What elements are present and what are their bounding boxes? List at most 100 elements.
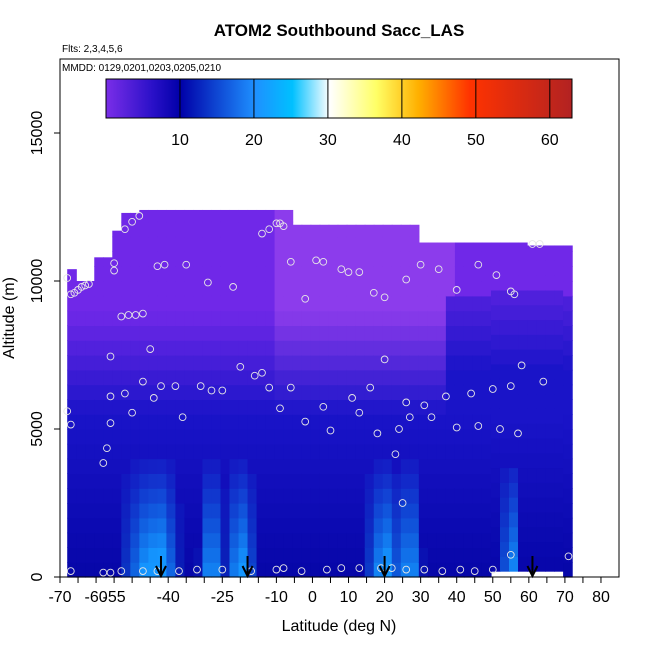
heat-cell: [509, 304, 519, 321]
heat-cell: [337, 503, 348, 519]
heat-cell: [400, 266, 411, 282]
heat-cell: [310, 458, 321, 474]
sample-point: [373, 429, 382, 438]
heat-cell: [247, 443, 258, 460]
heat-cell: [166, 369, 177, 386]
heat-cell: [373, 281, 384, 297]
heat-cell: [184, 517, 195, 534]
sample-point: [535, 240, 544, 248]
heat-cell: [328, 547, 339, 563]
heat-cell: [509, 467, 519, 483]
heat-cell: [229, 281, 240, 297]
heat-cell: [184, 251, 195, 267]
heat-cell: [481, 547, 492, 563]
heat-cell: [157, 399, 167, 415]
heat-cell: [103, 488, 113, 504]
sample-point: [63, 274, 72, 282]
heat-cell: [301, 517, 312, 534]
heat-cell: [247, 399, 258, 415]
sample-point: [103, 444, 111, 453]
heat-cell: [229, 209, 240, 223]
sample-point: [286, 383, 295, 392]
heat-cell: [536, 452, 546, 469]
heat-cell: [445, 242, 456, 252]
heat-cell: [229, 340, 240, 356]
heat-cell: [563, 266, 573, 282]
heat-cell: [346, 547, 357, 563]
sample-point: [297, 567, 306, 575]
sample-point: [149, 394, 158, 402]
heat-cell: [328, 488, 339, 504]
sample-point: [276, 404, 284, 413]
heat-cell: [373, 266, 384, 282]
sample-point: [178, 413, 187, 422]
heat-cell: [463, 281, 474, 297]
heat-cell: [283, 325, 294, 341]
heat-cell: [265, 517, 276, 534]
heat-cell: [545, 363, 555, 380]
x-tick-label: -10: [265, 589, 288, 606]
heat-cell: [337, 266, 348, 282]
heat-cell: [211, 458, 222, 474]
sample-point: [456, 565, 465, 574]
heat-cell: [292, 340, 303, 356]
heat-cell: [202, 532, 213, 548]
heat-cell: [130, 355, 140, 371]
sample-point: [229, 283, 237, 291]
heat-cell: [148, 443, 158, 460]
heat-cell: [112, 503, 122, 519]
sample-point: [337, 265, 346, 274]
heat-cell: [310, 251, 321, 267]
heat-cell: [436, 429, 447, 445]
heat-cell: [400, 384, 411, 400]
heat-cell: [184, 310, 195, 326]
heat-cell: [418, 369, 429, 386]
heat-cell: [436, 443, 447, 460]
heat-cell: [373, 251, 384, 267]
heat-cell: [499, 526, 510, 543]
heat-cell: [301, 224, 312, 238]
heat-cell: [346, 340, 357, 356]
heat-cell: [148, 384, 158, 400]
heat-cell: [229, 503, 240, 519]
heat-cell: [139, 209, 149, 223]
heat-cell: [112, 562, 122, 578]
heat-cell: [67, 369, 77, 386]
heat-cell: [427, 310, 438, 326]
sample-point: [438, 567, 447, 575]
heat-cell: [202, 221, 213, 238]
heat-cell: [328, 473, 339, 489]
sample-point: [182, 260, 191, 269]
heat-cell: [563, 473, 573, 489]
heat-cell: [472, 517, 483, 534]
heat-cell: [247, 355, 258, 371]
heat-cell: [409, 355, 420, 371]
heat-cell: [94, 547, 104, 563]
heat-cell: [157, 355, 167, 371]
heat-cell: [454, 488, 465, 504]
heat-cell: [319, 281, 330, 297]
heat-cell: [418, 242, 429, 252]
heat-cell: [220, 429, 231, 445]
heat-cell: [346, 473, 357, 489]
sample-point: [121, 225, 129, 234]
heat-cell: [509, 245, 519, 261]
heat-cell: [400, 236, 411, 252]
heat-cell: [157, 221, 167, 238]
heat-cell: [355, 224, 366, 238]
sample-point: [380, 355, 389, 364]
heat-cell: [184, 473, 195, 489]
heat-cell: [382, 355, 393, 371]
heat-cell: [418, 532, 429, 548]
heat-cell: [148, 295, 158, 312]
heat-cell: [202, 209, 213, 223]
heat-cell: [274, 340, 285, 356]
sample-point: [355, 408, 364, 417]
heat-cell: [157, 517, 167, 534]
heat-cell: [175, 532, 186, 548]
heat-cell: [157, 325, 167, 341]
heat-cell: [166, 295, 177, 312]
heat-cell: [400, 295, 411, 312]
heat-cell: [193, 340, 204, 356]
heat-cell: [139, 310, 149, 326]
